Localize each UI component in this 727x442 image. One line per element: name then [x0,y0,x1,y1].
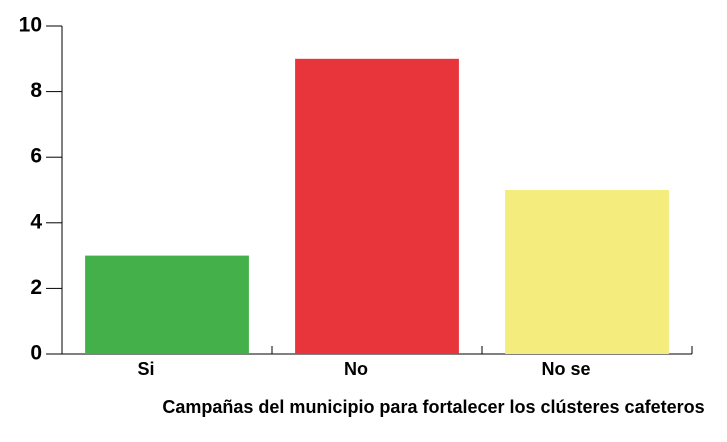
y-tick-label: 0 [30,342,42,365]
x-tick-label: No se [541,359,590,379]
y-tick-label: 6 [30,145,42,168]
x-tick-label: No [344,359,368,379]
x-axis-label: Campañas del municipio para fortalecer l… [162,397,705,417]
bar [295,58,459,355]
y-tick-label: 4 [30,210,42,233]
bar [505,190,669,354]
x-tick-label: Si [137,359,154,379]
y-tick-label: 2 [30,276,42,299]
y-tick-label: 10 [19,14,42,37]
bar [85,255,249,354]
y-tick-label: 8 [30,79,42,102]
